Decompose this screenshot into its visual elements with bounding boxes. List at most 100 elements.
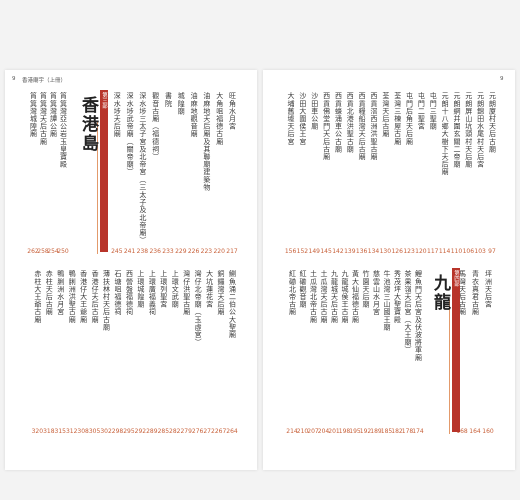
toc-entry: 荃灣三棟屋古廟 <box>393 92 402 146</box>
toc-entry: 元朗錦田水尾村天后宮 <box>476 92 485 168</box>
toc-entry: 屯門二聖宮 <box>417 92 426 130</box>
toc-entry: 觀音古廟（福德祠） <box>151 92 160 161</box>
toc-entry: 筲箕灣城隍廟 <box>29 92 38 138</box>
toc-entry: 紅磡北帝古廟 <box>288 270 297 316</box>
toc-entry: 沙田車公廟 <box>310 92 319 130</box>
page-ref: 97 <box>488 248 496 255</box>
page-ref: 220 <box>213 248 225 255</box>
toc-entry: 旺角水月宮 <box>228 92 237 130</box>
toc-entry: 赤柱天后古廟 <box>45 270 54 316</box>
page-ref: 126 <box>391 248 403 255</box>
page-ref: 182 <box>391 428 403 435</box>
part-label: 第四部 <box>453 270 459 287</box>
toc-entry: 上環列聖宮 <box>159 270 168 308</box>
toc-entry: 灣仔洪聖古廟 <box>182 270 191 316</box>
toc-entry: 大埔舊墟天后宮 <box>287 92 296 146</box>
toc-entry: 深水埗天后廟 <box>113 92 122 138</box>
page-ref: 241 <box>123 248 136 255</box>
page-ref: 134 <box>367 248 380 255</box>
page-ref: 103 <box>474 248 486 255</box>
page-ref: 106 <box>462 248 475 255</box>
page-ref: 223 <box>200 248 213 255</box>
page-ref: 254 <box>47 248 59 255</box>
part-rule <box>449 300 450 434</box>
toc-entry: 油麻地觀音廟 <box>190 92 199 138</box>
page-ref: 123 <box>403 248 415 255</box>
page-ref: 285 <box>157 428 170 435</box>
page-ref: 120 <box>415 248 427 255</box>
toc-entry: 上環廣福義祠 <box>148 270 157 316</box>
toc-entry: 坪洲天后宮 <box>484 270 493 308</box>
toc-entry: 九龍城侯王古廟 <box>341 270 349 324</box>
toc-entry: 筲箕灣天后古廟 <box>39 92 48 146</box>
toc-entry: 元朗廈村天后古廟 <box>488 92 497 153</box>
page-ref: 226 <box>187 248 200 255</box>
page-ref: 156 <box>284 248 297 255</box>
page-ref: 164 <box>469 428 481 435</box>
page-ref: 262 <box>27 248 39 255</box>
toc-entry: 大坑蓮花宮 <box>205 270 214 308</box>
page-ref: 308 <box>77 428 89 435</box>
page-ref: 279 <box>180 428 192 435</box>
toc-entry: 深水埗三太子宮及北帝宮（三太子及北帝廟） <box>138 92 147 244</box>
toc-entry: 銅鑼灣天后廟 <box>217 270 226 316</box>
part-strip <box>100 90 108 252</box>
page-ref: 114 <box>438 248 451 255</box>
page-ref: 139 <box>344 248 356 255</box>
page-ref: 292 <box>134 428 147 435</box>
toc-entry: 青衣真君古廟 <box>471 270 480 316</box>
toc-entry: 西貢滘西洲洪聖古廟 <box>370 92 378 161</box>
toc-entry: 屯門后角天后廟 <box>405 92 414 146</box>
toc-entry: 上環文武廟 <box>171 270 180 308</box>
page-ref: 233 <box>162 248 174 255</box>
page-ref: 210 <box>296 428 309 435</box>
page-ref: 289 <box>146 428 158 435</box>
page-ref: 217 <box>226 248 238 255</box>
toc-entry: 鰂魚涌二伯公大聖廟 <box>228 270 237 339</box>
region-title: 香港島 <box>78 96 98 153</box>
toc-entry: 鯉魚門天后宮及伏波將軍廟 <box>414 270 423 362</box>
toc-entry: 元朗十八鄉大樹下天后廟 <box>441 92 450 176</box>
page-ref: 160 <box>482 428 494 435</box>
page-ref: 189 <box>370 428 382 435</box>
page-ref: 145 <box>320 248 332 255</box>
toc-entry: 筲箕灣亞公岩玉皇寶殿 <box>59 92 68 168</box>
part-label: 第三部 <box>101 92 107 109</box>
toc-entry: 深水埗武帝廟（關帝廟） <box>126 92 135 176</box>
page-ref: 238 <box>136 248 149 255</box>
page-number: 9 <box>12 76 16 82</box>
page-number: 9 <box>500 76 504 82</box>
toc-entry: 香港仔大王爺廟 <box>79 270 88 324</box>
toc-entry: 紅磡觀音廟 <box>299 270 307 308</box>
page-ref: 168 <box>456 428 468 435</box>
page-ref: 198 <box>338 428 351 435</box>
page-ref: 264 <box>226 428 238 435</box>
page-ref: 267 <box>214 428 227 435</box>
page-ref: 185 <box>380 428 393 435</box>
toc-entry: 屯門三聖廟 <box>429 92 438 130</box>
page-ref: 295 <box>123 428 135 435</box>
toc-entry: 書院 <box>164 92 173 108</box>
toc-entry: 荃灣天后古廟 <box>381 92 390 138</box>
part-rule <box>97 122 98 254</box>
toc-entry: 沙田大圍侯王宮 <box>298 92 307 146</box>
page-ref: 312 <box>65 428 78 435</box>
page-ref: 318 <box>43 428 55 435</box>
page-ref: 204 <box>317 428 330 435</box>
toc-entry: 鴨脷洲洪聖古廟 <box>68 270 77 324</box>
page-ref: 214 <box>286 428 298 435</box>
toc-entry: 元朗網井圍玄關二帝廟 <box>452 92 461 168</box>
page-ref: 142 <box>332 248 344 255</box>
page-ref: 298 <box>111 428 124 435</box>
page-ref: 245 <box>111 248 123 255</box>
toc-entry: 土瓜灣北帝古廟 <box>309 270 318 324</box>
toc-entry: 西貢蠔涌車公古廟 <box>334 92 343 153</box>
toc-entry: 竹園天后廟 <box>362 270 370 308</box>
page-ref: 305 <box>88 428 101 435</box>
toc-entry: 赤柱大王爺古廟 <box>33 270 42 324</box>
toc-entry: 秀茂坪大聖寶殿 <box>393 270 402 324</box>
toc-entry: 土瓜灣天后古廟 <box>320 270 328 324</box>
toc-entry: 黃大仙福德古廟 <box>351 270 360 324</box>
toc-entry: 西貢北港洪聖古廟 <box>346 92 355 153</box>
